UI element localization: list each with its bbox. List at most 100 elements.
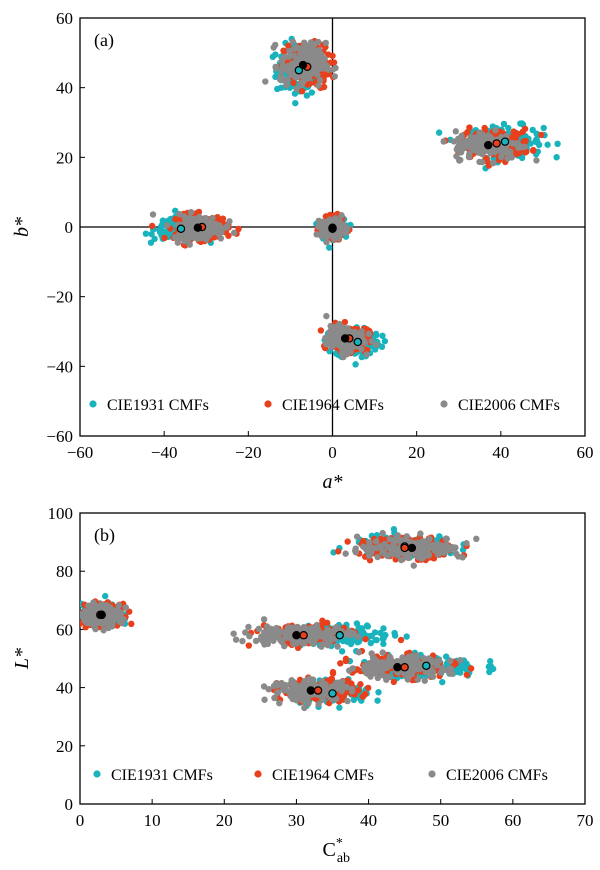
data-point (308, 89, 316, 96)
data-point (509, 140, 517, 147)
data-point (284, 65, 291, 72)
data-point (142, 230, 150, 237)
data-point (447, 657, 454, 665)
data-point (414, 676, 422, 683)
x-tick-label: 10 (144, 811, 161, 830)
legend-label: CIE1931 CMFs (111, 767, 213, 784)
y-tick-label: −40 (46, 357, 73, 376)
data-point (421, 677, 428, 684)
legend-marker (254, 770, 262, 778)
data-point (446, 665, 453, 672)
data-point (394, 532, 402, 539)
data-point (366, 660, 373, 668)
data-point (377, 629, 384, 637)
data-point (81, 617, 88, 625)
data-point (370, 669, 378, 677)
legend-marker (89, 400, 97, 408)
data-point (300, 624, 307, 631)
data-point (348, 680, 355, 687)
data-point (260, 683, 268, 690)
scatter-points (80, 525, 497, 712)
data-point (476, 158, 483, 166)
data-point (553, 154, 560, 161)
data-point (352, 549, 360, 556)
cluster-mean-marker (176, 224, 186, 233)
data-point (278, 67, 285, 75)
x-tick-label: 30 (288, 811, 305, 830)
data-point (102, 592, 109, 600)
data-point (343, 684, 350, 691)
data-point (380, 640, 387, 648)
data-point (342, 550, 349, 557)
data-point (390, 678, 398, 686)
data-point (380, 625, 387, 632)
data-point (463, 671, 470, 678)
data-point (116, 618, 124, 626)
data-point (161, 234, 168, 242)
data-point (245, 642, 253, 649)
data-point (283, 630, 290, 637)
data-point (363, 351, 370, 358)
data-point (327, 327, 335, 334)
data-point (487, 148, 495, 155)
data-point (276, 76, 284, 83)
data-point (277, 84, 285, 91)
cluster-mean-marker (407, 543, 417, 553)
data-point (527, 140, 534, 147)
data-point (187, 208, 195, 216)
cluster-mean-marker (353, 337, 362, 347)
data-point (372, 544, 380, 552)
cluster-mean-marker (422, 661, 431, 670)
data-point (372, 330, 380, 338)
data-point (184, 237, 191, 244)
data-point (523, 148, 530, 155)
legend-label: CIE1964 CMFs (272, 767, 374, 784)
data-point (435, 129, 443, 136)
data-point (255, 625, 263, 633)
data-point (212, 228, 219, 235)
data-point (344, 538, 351, 545)
data-point (398, 556, 405, 564)
data-point (410, 562, 417, 569)
data-point (195, 208, 203, 216)
data-point (303, 92, 311, 99)
x-tick-label: −40 (151, 443, 178, 462)
data-point (274, 682, 282, 689)
data-point (301, 39, 308, 46)
data-point (319, 64, 327, 71)
data-point (205, 232, 212, 240)
data-point (437, 669, 445, 676)
data-point (310, 680, 317, 687)
data-point (374, 658, 381, 666)
data-point (379, 649, 386, 656)
data-point (365, 539, 373, 546)
data-point (477, 149, 485, 156)
data-point (445, 546, 452, 553)
data-point (319, 630, 327, 638)
data-point (239, 637, 246, 645)
cluster-mean-marker (306, 686, 316, 695)
data-point (328, 683, 335, 690)
data-point (554, 140, 561, 148)
data-point (318, 643, 325, 650)
data-point (159, 217, 167, 224)
data-point (286, 47, 293, 55)
data-point (272, 41, 279, 49)
data-point (342, 657, 350, 665)
data-point (262, 78, 269, 85)
data-point (343, 348, 350, 356)
data-point (333, 341, 340, 348)
data-point (443, 535, 450, 543)
cluster-mean-marker (97, 610, 106, 620)
data-point (463, 540, 470, 547)
y-tick-label: 0 (65, 218, 74, 237)
data-point (358, 328, 365, 335)
panel-label: (a) (94, 30, 114, 51)
data-point (298, 87, 306, 95)
data-point (323, 641, 331, 648)
data-point (246, 632, 253, 640)
y-axis-title: b* (11, 217, 33, 237)
data-point (163, 222, 171, 229)
data-point (399, 654, 406, 661)
